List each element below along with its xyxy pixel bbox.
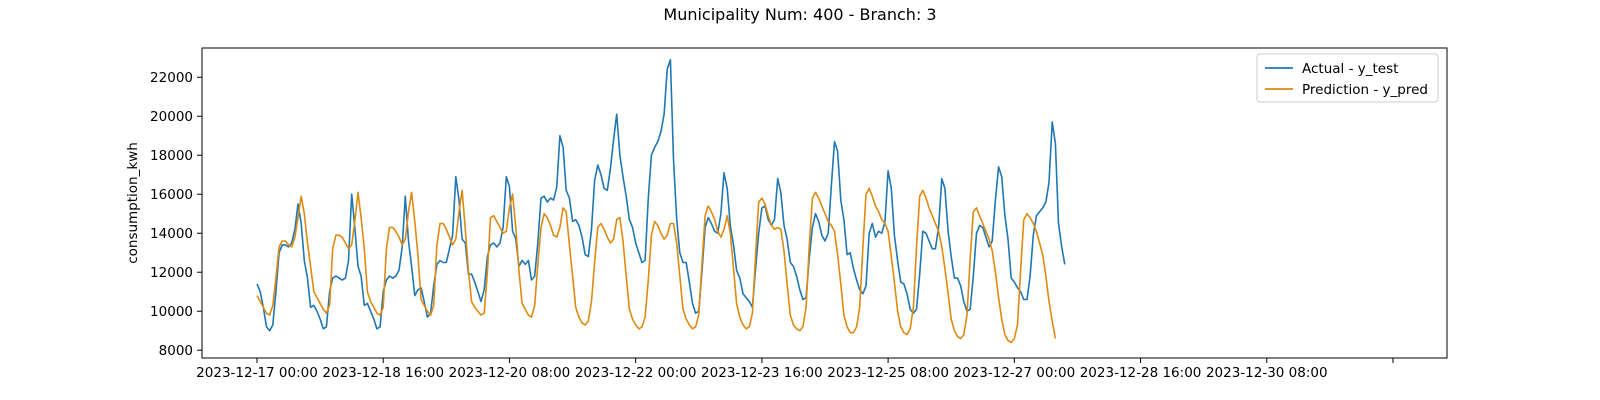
legend-box: [1256, 53, 1439, 103]
y-tick-label: 10000: [150, 304, 193, 320]
y-tick-label: 14000: [150, 226, 193, 242]
x-tick-label: 2023-12-28 16:00: [1080, 365, 1202, 381]
x-tick-label: 2023-12-25 08:00: [827, 365, 949, 381]
x-tick-label: 2023-12-27 00:00: [954, 365, 1076, 381]
y-tick-label: 16000: [150, 187, 193, 203]
x-tick-label: 2023-12-23 16:00: [701, 365, 823, 381]
series-line-actual: [256, 58, 1066, 332]
x-tick-label: 2023-12-30 08:00: [1206, 365, 1328, 381]
chart-title: Municipality Num: 400 - Branch: 3: [663, 5, 937, 24]
series-layer: [256, 58, 1066, 344]
legend-entry: Prediction - y_pred: [1302, 82, 1428, 98]
y-tick-label: 18000: [150, 148, 193, 164]
x-tick-label: 2023-12-20 08:00: [449, 365, 571, 381]
legend: Actual - y_test Prediction - y_pred: [1256, 53, 1439, 103]
y-axis: 8000 10000 12000 14000 16000 18000 20000 22000: [150, 70, 202, 359]
legend-entry: Actual - y_test: [1302, 61, 1398, 77]
x-axis: 2023-12-17 00:00 2023-12-18 16:00 2023-12-…: [196, 358, 1394, 381]
x-tick-label: 2023-12-18 16:00: [322, 365, 444, 381]
y-tick-label: 22000: [150, 70, 193, 86]
y-axis-label: consumption_kwh: [125, 142, 141, 264]
y-tick-label: 12000: [150, 265, 193, 281]
y-tick-label: 20000: [150, 109, 193, 125]
x-tick-label: 2023-12-17 00:00: [196, 365, 318, 381]
y-tick-label: 8000: [159, 343, 193, 359]
x-tick-label: 2023-12-22 00:00: [575, 365, 697, 381]
series-line-prediction: [256, 187, 1057, 344]
plot-frame: [201, 47, 1448, 359]
